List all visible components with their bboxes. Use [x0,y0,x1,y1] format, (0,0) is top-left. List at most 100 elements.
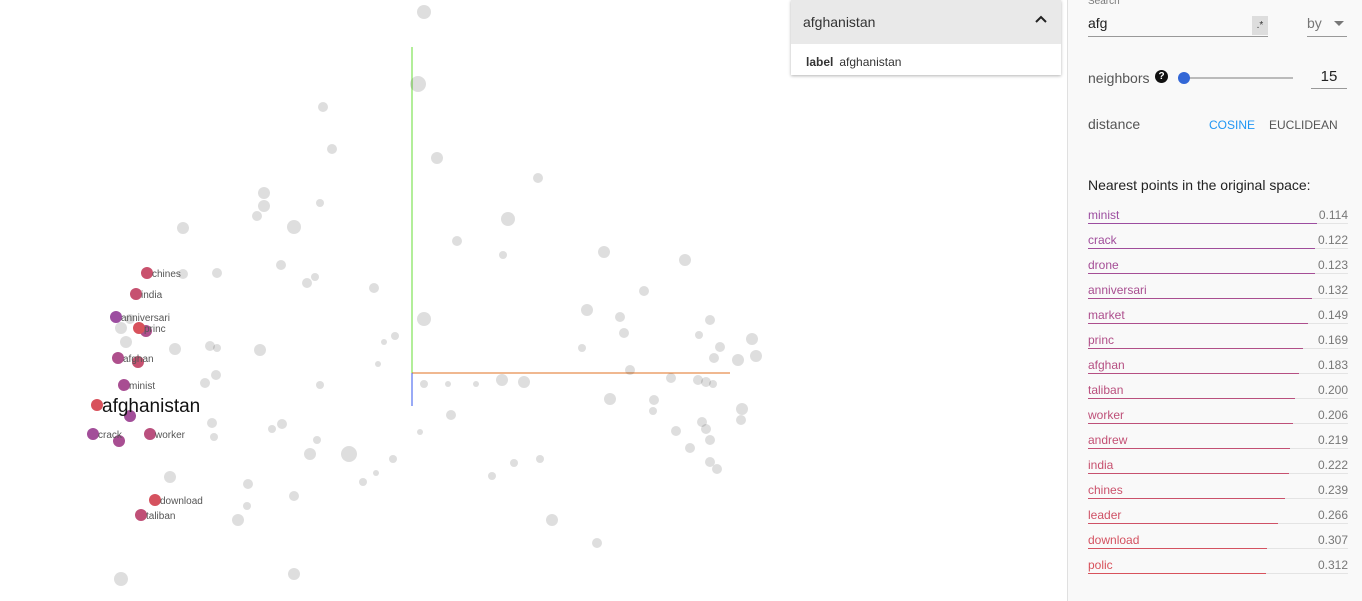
neighbor-name: taliban [1088,383,1124,397]
point [705,315,715,325]
neighbor-point [149,494,161,506]
point [210,433,218,441]
neighbor-row[interactable]: crack 0.122 [1088,227,1348,252]
point [715,342,725,352]
point [212,268,222,278]
neighbor-row[interactable]: chines 0.239 [1088,477,1348,502]
neighbors-input[interactable]: 15 [1320,68,1338,85]
point-label: afghan [123,354,154,365]
neighbor-name: crack [1088,233,1117,247]
neighbor-name: afghan [1088,358,1125,372]
point [705,435,715,445]
distance-bar [1088,473,1290,474]
point [302,278,312,288]
point [207,418,217,428]
neighbor-name: leader [1088,508,1122,522]
point [581,304,593,316]
point [277,419,287,429]
neighbor-distance: 0.200 [1317,383,1348,397]
neighbor-name: anniversari [1088,283,1147,297]
point [125,314,135,324]
neighbor-row[interactable]: anniversari 0.132 [1088,277,1348,302]
point [736,415,746,425]
cosine-button[interactable]: COSINE [1209,118,1256,132]
point [473,381,479,387]
nearest-title: Nearest points in the original space: [1088,177,1311,193]
point [615,312,625,322]
neighbor-row[interactable]: minist 0.114 [1088,202,1348,227]
neighbor-row[interactable]: princ 0.169 [1088,327,1348,352]
card-header[interactable]: afghanistan [791,0,1061,44]
point [671,426,681,436]
point-label: minist [129,381,155,392]
point [598,246,610,258]
point [712,464,722,474]
point [705,457,715,467]
point [213,344,221,352]
neighbor-name: india [1088,458,1114,472]
point [114,572,128,586]
by-underline [1307,36,1347,37]
point [604,393,616,405]
points [114,5,762,586]
regex-toggle[interactable]: .* [1252,16,1268,35]
search-label: Search [1088,0,1120,7]
neighbor-name: minist [1088,208,1120,222]
point [115,322,127,334]
neighbor-name: download [1088,533,1140,547]
neighbor-row[interactable]: download 0.307 [1088,527,1348,552]
point [695,331,703,339]
neighbor-name: polic [1088,558,1113,572]
point [701,424,711,434]
neighbor-row[interactable]: afghan 0.183 [1088,352,1348,377]
point [316,199,324,207]
neighbor-row[interactable]: andrew 0.219 [1088,427,1348,452]
point [649,407,657,415]
neighbor-point [133,322,145,334]
euclidean-button[interactable]: EUCLIDEAN [1269,118,1338,132]
point [268,425,276,433]
point [417,429,423,435]
point [341,446,357,462]
by-dropdown[interactable]: by [1307,15,1322,31]
distance-bar [1088,323,1308,324]
neighbor-distance: 0.307 [1317,533,1348,547]
neighbor-row[interactable]: worker 0.206 [1088,402,1348,427]
card-title: afghanistan [803,14,876,30]
point [518,376,530,388]
point [178,269,188,279]
point [200,378,210,388]
point [510,459,518,467]
neighbor-row[interactable]: india 0.222 [1088,452,1348,477]
point-label: anniversari [121,313,170,324]
slider-thumb[interactable] [1178,72,1190,84]
neighbor-distance: 0.239 [1317,483,1348,497]
neighbor-point [113,435,125,447]
neighbor-row[interactable]: drone 0.123 [1088,252,1348,277]
neighbor-name: princ [1088,333,1115,347]
distance-bar [1088,373,1300,374]
search-underline [1088,36,1268,37]
neighbor-row[interactable]: polic 0.312 [1088,552,1348,577]
neighbor-point [132,356,144,368]
collapse-icon[interactable] [1035,15,1047,23]
distance-bar [1088,348,1303,349]
search-input[interactable]: afg [1088,15,1108,31]
neighbor-point [91,399,103,411]
point [697,417,707,427]
neighbor-row[interactable]: leader 0.266 [1088,502,1348,527]
nearest-list: minist 0.114 crack 0.122 drone 0.123 anniversa… [1088,202,1348,577]
help-icon[interactable]: ? [1155,70,1168,83]
point [746,333,758,345]
neighbor-distance: 0.149 [1317,308,1348,322]
slider-track [1184,77,1293,79]
point [258,187,270,199]
distance-bar [1088,248,1315,249]
neighbor-row[interactable]: taliban 0.200 [1088,377,1348,402]
neighbors-label: neighbors [1088,70,1150,86]
distance-bar [1088,223,1317,224]
point [417,312,431,326]
neighbor-row[interactable]: market 0.149 [1088,302,1348,327]
